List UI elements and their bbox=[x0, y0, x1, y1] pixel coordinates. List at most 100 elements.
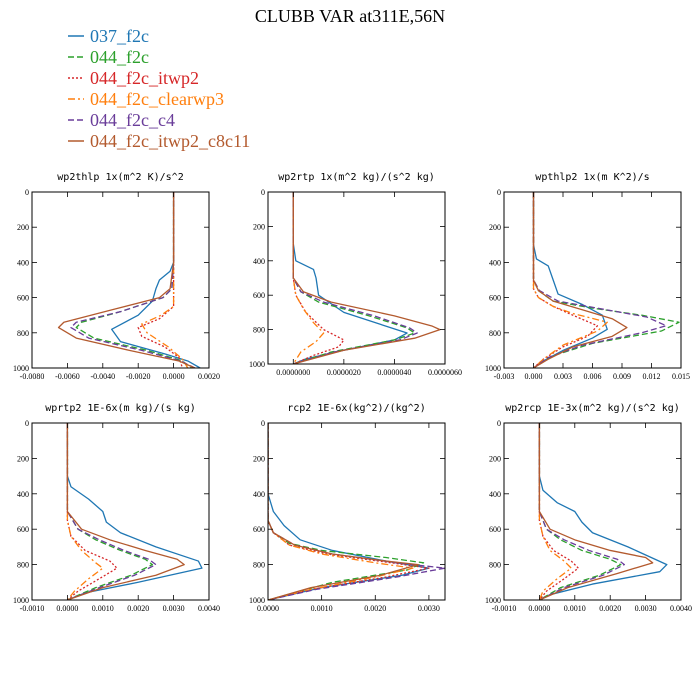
y-tick-label: 1000 bbox=[485, 364, 501, 373]
x-tick-label: 0.0020 bbox=[599, 604, 621, 613]
y-tick-label: 200 bbox=[17, 454, 29, 463]
panel-title: rcp2 1E-6x(kg^2)/(kg^2) bbox=[287, 403, 425, 414]
legend-label: 044_f2c_itwp2_c8c11 bbox=[90, 131, 250, 151]
series-line bbox=[532, 192, 667, 368]
panel-title: wpthlp2 1x(m K^2)/s bbox=[535, 172, 649, 183]
y-tick-label: 1000 bbox=[249, 596, 265, 605]
series-line bbox=[532, 192, 680, 368]
series-line bbox=[268, 423, 414, 600]
y-tick-label: 800 bbox=[489, 329, 501, 338]
y-tick-label: 200 bbox=[253, 454, 265, 463]
series-line bbox=[532, 192, 608, 368]
legend-item: 044_f2c_c4 bbox=[68, 110, 175, 130]
x-tick-label: 0.0000 bbox=[163, 372, 185, 381]
panel-title: wp2rtp 1x(m^2 kg)/(s^2 kg) bbox=[278, 172, 435, 183]
y-tick-label: 0 bbox=[25, 419, 29, 428]
series-line bbox=[292, 192, 345, 364]
y-tick-label: 400 bbox=[489, 258, 501, 267]
legend-label: 044_f2c_c4 bbox=[90, 110, 175, 130]
y-tick-label: 800 bbox=[253, 326, 265, 335]
x-tick-label: 0.0000 bbox=[528, 604, 550, 613]
series-line bbox=[66, 423, 157, 600]
series-group bbox=[268, 423, 445, 600]
y-tick-label: 800 bbox=[489, 561, 501, 570]
x-tick-label: 0.0020 bbox=[198, 372, 220, 381]
series-group bbox=[532, 192, 680, 368]
y-tick-label: 600 bbox=[253, 525, 265, 534]
x-tick-label: 0.0010 bbox=[564, 604, 586, 613]
y-tick-label: 1000 bbox=[13, 596, 29, 605]
series-line bbox=[292, 192, 325, 364]
legend-item: 044_f2c_itwp2 bbox=[68, 68, 199, 88]
y-tick-label: 0 bbox=[497, 188, 501, 197]
series-line bbox=[538, 423, 579, 600]
series-line bbox=[292, 192, 408, 364]
legend: 037_f2c044_f2c044_f2c_itwp2044_f2c_clear… bbox=[68, 26, 250, 151]
y-tick-label: 200 bbox=[17, 223, 29, 232]
legend-item: 037_f2c bbox=[68, 26, 149, 46]
series-line bbox=[538, 423, 654, 600]
series-line bbox=[268, 423, 419, 600]
x-tick-label: 0.0000020 bbox=[327, 368, 361, 377]
series-group bbox=[292, 192, 441, 364]
legend-label: 044_f2c_clearwp3 bbox=[90, 89, 224, 109]
panel-title: wp2rcp 1E-3x(m^2 kg)/(s^2 kg) bbox=[505, 403, 680, 414]
y-tick-label: 0 bbox=[497, 419, 501, 428]
series-group bbox=[57, 192, 201, 368]
series-line bbox=[70, 192, 196, 368]
series-line bbox=[137, 192, 184, 368]
y-tick-label: 0 bbox=[261, 188, 265, 197]
legend-label: 044_f2c bbox=[90, 47, 149, 67]
y-tick-label: 1000 bbox=[13, 364, 29, 373]
series-line bbox=[66, 423, 185, 600]
series-line bbox=[292, 192, 418, 364]
series-line bbox=[268, 423, 430, 600]
x-tick-label: 0.003 bbox=[554, 372, 572, 381]
x-tick-label: -0.0020 bbox=[126, 372, 151, 381]
chart-panel: wp2rcp 1E-3x(m^2 kg)/(s^2 kg) 0 200 400 600 8… bbox=[485, 403, 692, 613]
series-line bbox=[66, 423, 118, 600]
series-line bbox=[532, 192, 628, 368]
chart-panel: wp2thlp 1x(m^2 K)/s^202004006008001000-0… bbox=[13, 172, 220, 381]
series-line bbox=[111, 192, 201, 368]
series-line bbox=[57, 192, 196, 368]
series-line bbox=[75, 192, 192, 368]
legend-item: 044_f2c bbox=[68, 47, 149, 67]
series-line bbox=[538, 423, 668, 600]
x-tick-label: 0.012 bbox=[643, 372, 661, 381]
x-tick-label: 0.0000040 bbox=[377, 368, 411, 377]
x-tick-label: 0.0000060 bbox=[428, 368, 462, 377]
series-group bbox=[538, 423, 668, 600]
y-tick-label: 400 bbox=[17, 490, 29, 499]
y-tick-label: 400 bbox=[253, 257, 265, 266]
y-tick-label: 600 bbox=[17, 525, 29, 534]
x-tick-label: 0.009 bbox=[613, 372, 631, 381]
x-tick-label: 0.000 bbox=[525, 372, 543, 381]
y-tick-label: 0 bbox=[25, 188, 29, 197]
series-line bbox=[538, 423, 572, 600]
series-group bbox=[66, 423, 203, 600]
y-tick-label: 0 bbox=[261, 419, 265, 428]
series-line bbox=[66, 423, 203, 600]
x-tick-label: 0.0020 bbox=[364, 604, 386, 613]
series-line bbox=[538, 423, 622, 600]
x-tick-label: -0.0060 bbox=[55, 372, 80, 381]
chart-panel: wp2rtp 1x(m^2 kg)/(s^2 kg) 0 200 400 600 800 1… bbox=[249, 172, 462, 377]
plot-frame bbox=[267, 191, 446, 365]
x-tick-label: 0.0010 bbox=[311, 604, 333, 613]
x-tick-label: 0.0030 bbox=[418, 604, 440, 613]
figure-title: CLUBB VAR at311E,56N bbox=[255, 6, 445, 26]
chart-panel: wpthlp2 1x(m K^2)/s 0 200 400 600 800 1000-0.0… bbox=[485, 172, 690, 381]
x-tick-label: 0.0020 bbox=[127, 604, 149, 613]
chart-panel: rcp2 1E-6x(kg^2)/(kg^2) 0 200 400 600 800 1000… bbox=[249, 403, 446, 613]
x-tick-label: -0.0080 bbox=[20, 372, 45, 381]
x-tick-label: 0.0000000 bbox=[276, 368, 310, 377]
series-line bbox=[292, 192, 441, 364]
series-line bbox=[532, 192, 599, 368]
series-line bbox=[141, 192, 189, 368]
x-tick-label: 0.0030 bbox=[163, 604, 185, 613]
y-tick-label: 400 bbox=[253, 490, 265, 499]
x-tick-label: 0.0010 bbox=[92, 604, 114, 613]
x-tick-label: -0.0010 bbox=[20, 604, 45, 613]
